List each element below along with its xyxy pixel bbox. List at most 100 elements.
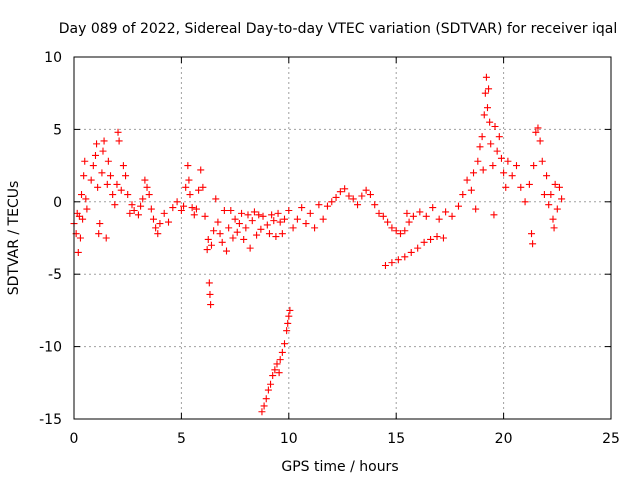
data-point-152 [394,256,402,264]
data-point-128 [315,201,323,209]
data-point-112 [263,221,271,229]
data-point-93 [255,211,263,219]
data-point-80 [227,206,235,214]
data-points [70,73,566,416]
data-point-150 [381,262,389,270]
data-point-102 [271,366,279,374]
data-point-111 [286,306,294,314]
data-point-153 [401,253,409,261]
data-point-180 [482,73,490,81]
data-point-162 [416,208,424,216]
data-point-179 [481,89,489,97]
data-point-109 [284,319,292,327]
data-point-17 [95,230,103,238]
data-point-177 [479,166,487,174]
data-point-59 [188,204,196,212]
data-point-137 [354,201,362,209]
data-point-54 [180,202,188,210]
y-axis-label: SDTVAR / TECUs [6,181,22,296]
data-point-32 [119,162,127,170]
data-point-201 [530,162,538,170]
data-point-139 [362,186,370,194]
data-point-184 [487,140,495,148]
data-point-82 [231,215,239,223]
y-tick-label-3: -5 [48,267,62,283]
data-point-146 [392,227,400,235]
data-point-200 [529,240,537,248]
y-tick-label-1: 5 [53,122,62,138]
data-point-38 [134,211,142,219]
data-point-207 [543,172,551,180]
data-point-124 [298,204,306,212]
data-point-27 [111,201,119,209]
data-point-46 [152,224,160,232]
x-tick-label-2: 10 [280,431,298,447]
data-point-190 [497,154,505,162]
data-point-142 [375,209,383,217]
data-point-209 [547,191,555,199]
data-point-72 [210,227,218,235]
data-point-81 [229,234,237,242]
data-point-147 [396,230,404,238]
data-point-91 [250,208,258,216]
data-point-47 [154,230,162,238]
data-point-98 [262,395,270,403]
data-point-135 [345,192,353,200]
data-point-154 [407,248,415,256]
data-point-100 [267,380,275,388]
data-point-155 [414,244,422,252]
data-point-94 [257,225,265,233]
data-point-166 [442,208,450,216]
data-point-23 [103,180,111,188]
data-point-159 [439,234,447,242]
data-point-187 [491,123,499,131]
data-point-16 [94,183,102,191]
data-point-107 [281,340,289,348]
data-point-127 [311,224,319,232]
data-point-39 [137,202,145,210]
data-point-87 [242,224,250,232]
data-point-196 [517,183,525,191]
data-point-110 [285,312,293,320]
data-point-194 [508,172,516,180]
data-point-186 [490,211,498,219]
data-point-103 [273,360,281,368]
data-point-58 [186,191,194,199]
plot-frame [73,56,612,420]
data-point-65 [201,212,209,220]
data-point-29 [114,128,122,136]
data-point-66 [203,246,211,254]
data-point-77 [220,206,228,214]
data-point-211 [550,224,558,232]
x-tick-label-4: 20 [495,431,513,447]
data-point-123 [293,215,301,223]
data-point-185 [489,162,497,170]
data-point-173 [472,205,480,213]
data-point-199 [528,230,536,238]
data-point-168 [454,202,462,210]
data-point-40 [139,195,147,203]
data-point-63 [197,166,205,174]
data-point-169 [459,191,467,199]
x-tick-label-5: 25 [602,431,620,447]
data-point-167 [448,212,456,220]
data-point-8 [80,172,88,180]
data-point-206 [540,191,548,199]
data-point-141 [371,201,379,209]
data-point-181 [483,104,491,112]
data-point-188 [493,147,501,155]
data-point-83 [233,228,241,236]
data-point-6 [78,191,86,199]
data-point-15 [93,140,101,148]
data-point-18 [96,220,104,228]
y-tick-label-0: 10 [44,50,62,66]
grid-lines [74,57,611,419]
data-point-214 [555,183,563,191]
data-point-138 [358,192,366,200]
x-axis-label: GPS time / hours [281,459,398,475]
axis-ticks: 0 5 10 15 20 25 10 5 0 -5 -10 -15 [39,50,620,447]
data-point-10 [82,195,90,203]
data-point-121 [285,206,293,214]
data-point-84 [235,220,243,228]
